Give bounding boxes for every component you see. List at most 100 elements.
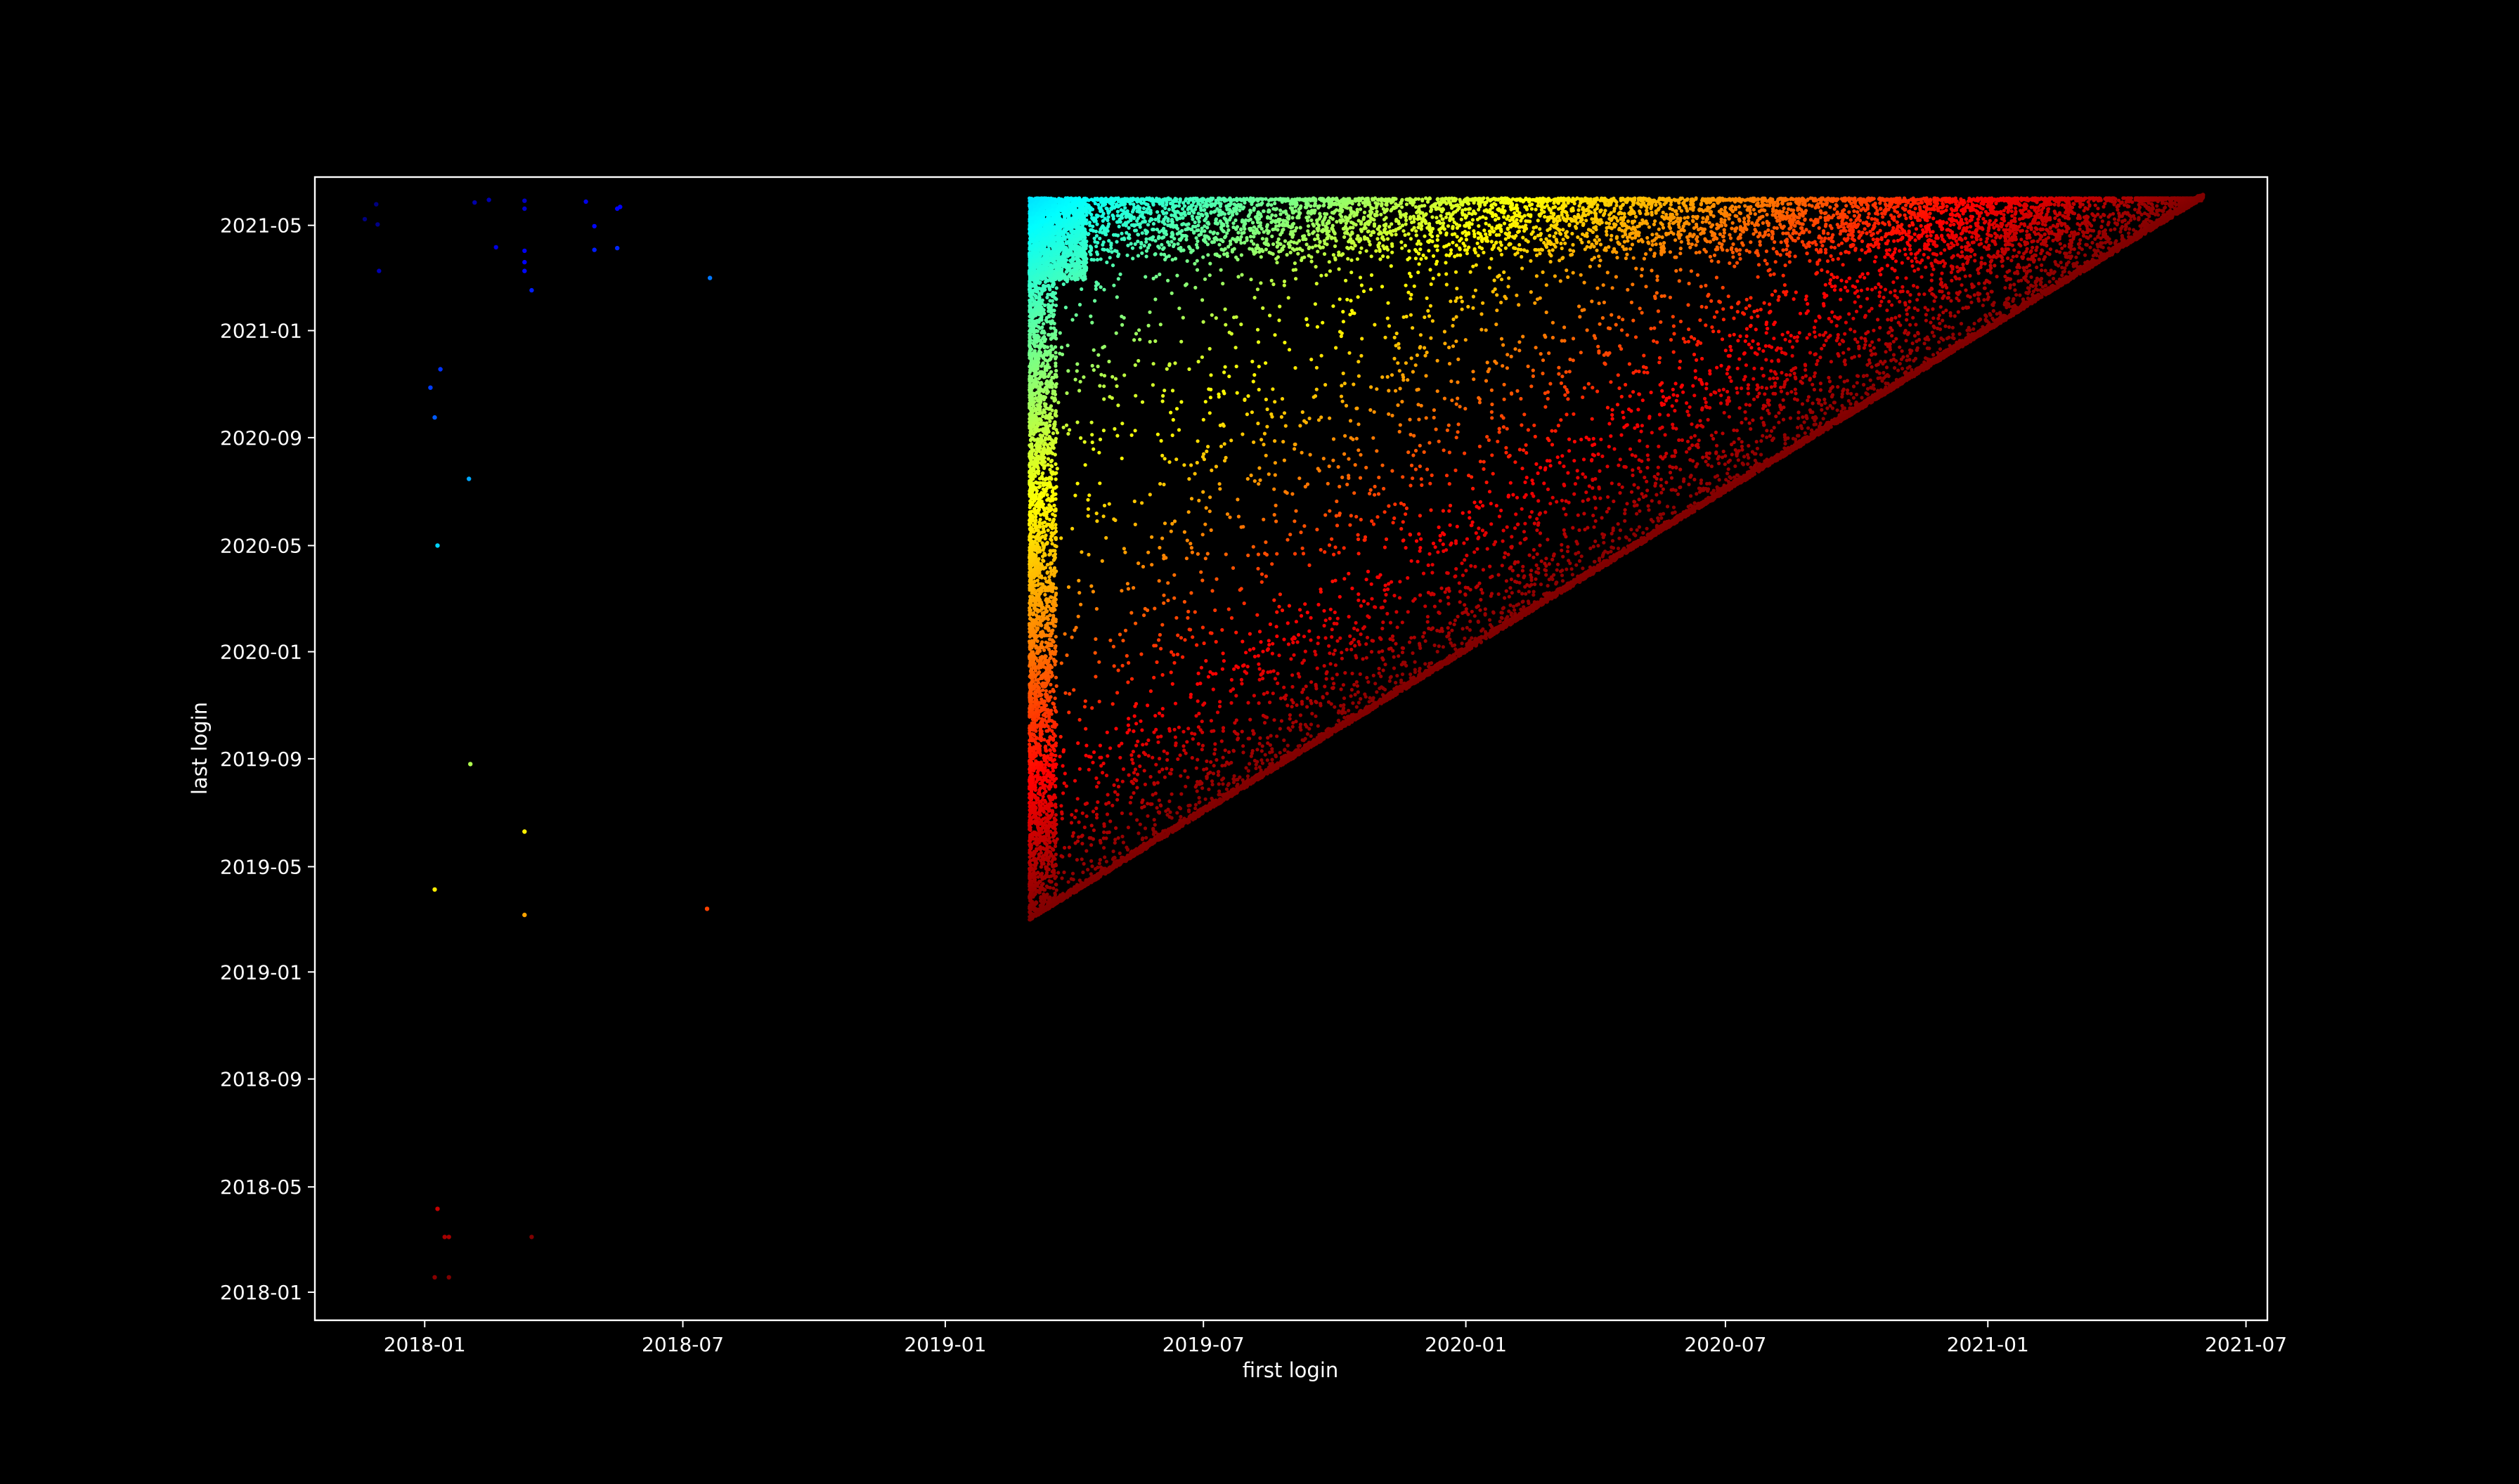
- scatter-point: [1798, 311, 1803, 315]
- scatter-point: [1671, 393, 1676, 397]
- scatter-point: [1080, 834, 1084, 838]
- scatter-point: [1469, 523, 1473, 528]
- scatter-point: [1104, 802, 1108, 806]
- scatter-point: [1548, 502, 1553, 506]
- scatter-point: [1523, 608, 1527, 613]
- scatter-point: [1137, 831, 1141, 835]
- scatter-point: [1266, 770, 1271, 774]
- scatter-point: [1496, 592, 1501, 597]
- scatter-point: [1627, 538, 1631, 542]
- scatter-point: [1494, 626, 1498, 630]
- scatter-point: [1091, 809, 1096, 814]
- scatter-point: [1060, 876, 1064, 880]
- scatter-point: [1612, 499, 1616, 504]
- scatter-point: [1796, 434, 1800, 438]
- scatter-point: [1763, 392, 1767, 396]
- scatter-point: [1222, 776, 1226, 781]
- scatter-point: [1565, 549, 1570, 554]
- scatter-point: [1779, 385, 1783, 390]
- scatter-point: [1370, 698, 1374, 703]
- scatter-point: [1782, 446, 1787, 450]
- scatter-point: [1255, 748, 1260, 752]
- scatter-point: [1806, 309, 1810, 313]
- scatter-point: [1209, 802, 1214, 807]
- scatter-point: [1350, 671, 1354, 676]
- scatter-point: [1799, 424, 1804, 428]
- scatter-point: [1761, 349, 1766, 353]
- scatter-point: [1216, 773, 1220, 777]
- scatter-point: [1067, 845, 1071, 850]
- scatter-point: [2074, 255, 2078, 259]
- scatter-point: [2010, 214, 2014, 218]
- scatter-point: [1483, 607, 1487, 611]
- scatter-point: [1354, 705, 1359, 709]
- scatter-point: [1505, 353, 1510, 357]
- scatter-point: [1094, 877, 1099, 881]
- scatter-point: [1086, 882, 1090, 886]
- scatter-point: [2096, 249, 2100, 253]
- scatter-point: [1170, 816, 1174, 820]
- scatter-point: [1851, 396, 1856, 400]
- scatter-point: [1593, 496, 1598, 500]
- scatter-point: [1709, 434, 1714, 438]
- scatter-point: [1543, 593, 1547, 597]
- scatter-point: [1884, 385, 1888, 389]
- scatter-point: [1279, 755, 1283, 760]
- scatter-point: [1391, 649, 1395, 653]
- scatter-point: [1319, 273, 1323, 278]
- scatter-point: [1294, 720, 1298, 724]
- scatter-point: [1082, 825, 1087, 830]
- scatter-point: [1397, 596, 1402, 600]
- scatter-point: [1503, 551, 1508, 555]
- scatter-point: [1383, 663, 1387, 667]
- scatter-point: [1084, 814, 1089, 819]
- scatter-point: [2039, 294, 2043, 299]
- scatter-point: [1126, 723, 1130, 727]
- scatter-point: [1366, 680, 1371, 684]
- scatter-point: [1328, 607, 1333, 611]
- scatter-point: [1876, 318, 1880, 322]
- scatter-point: [1290, 724, 1295, 729]
- scatter-point: [1385, 611, 1390, 616]
- scatter-point: [1624, 256, 1628, 261]
- scatter-point: [1142, 769, 1146, 773]
- scatter-point: [1788, 373, 1792, 377]
- scatter-point: [1893, 259, 1898, 263]
- scatter-point: [1657, 444, 1661, 449]
- scatter-point: [1747, 421, 1751, 425]
- scatter-point: [1398, 580, 1402, 584]
- scatter-point: [1270, 651, 1274, 656]
- scatter-point: [1463, 636, 1467, 641]
- scatter-point: [1821, 417, 1825, 421]
- scatter-point: [1636, 424, 1640, 429]
- scatter-point: [1444, 548, 1449, 552]
- scatter-point: [1756, 394, 1760, 399]
- scatter-point: [1494, 504, 1498, 508]
- scatter-point: [1548, 597, 1553, 601]
- scatter-point: [1685, 410, 1690, 414]
- scatter-point: [1746, 386, 1750, 391]
- scatter-point: [1910, 375, 1914, 379]
- scatter-point: [1841, 387, 1846, 391]
- scatter-point: [1669, 476, 1674, 480]
- scatter-point: [1695, 424, 1699, 428]
- scatter-point: [1333, 649, 1337, 653]
- scatter-point: [1179, 774, 1183, 778]
- scatter-point: [1693, 369, 1697, 373]
- scatter-point: [1754, 461, 1759, 465]
- scatter-point: [1709, 491, 1714, 495]
- scatter-point: [1207, 273, 1212, 278]
- scatter-point: [1536, 571, 1541, 575]
- scatter-point: [1407, 640, 1412, 644]
- scatter-point: [1229, 677, 1233, 682]
- scatter-point: [1560, 542, 1564, 547]
- scatter-point: [1394, 680, 1398, 685]
- scatter-point: [1793, 387, 1797, 391]
- scatter-point: [1859, 288, 1863, 292]
- scatter-point: [1211, 687, 1215, 691]
- scatter-point: [1477, 581, 1482, 585]
- scatter-point: [1366, 569, 1371, 574]
- scatter-point: [1158, 757, 1162, 761]
- scatter-point: [1339, 703, 1343, 708]
- scatter-point: [1217, 802, 1221, 806]
